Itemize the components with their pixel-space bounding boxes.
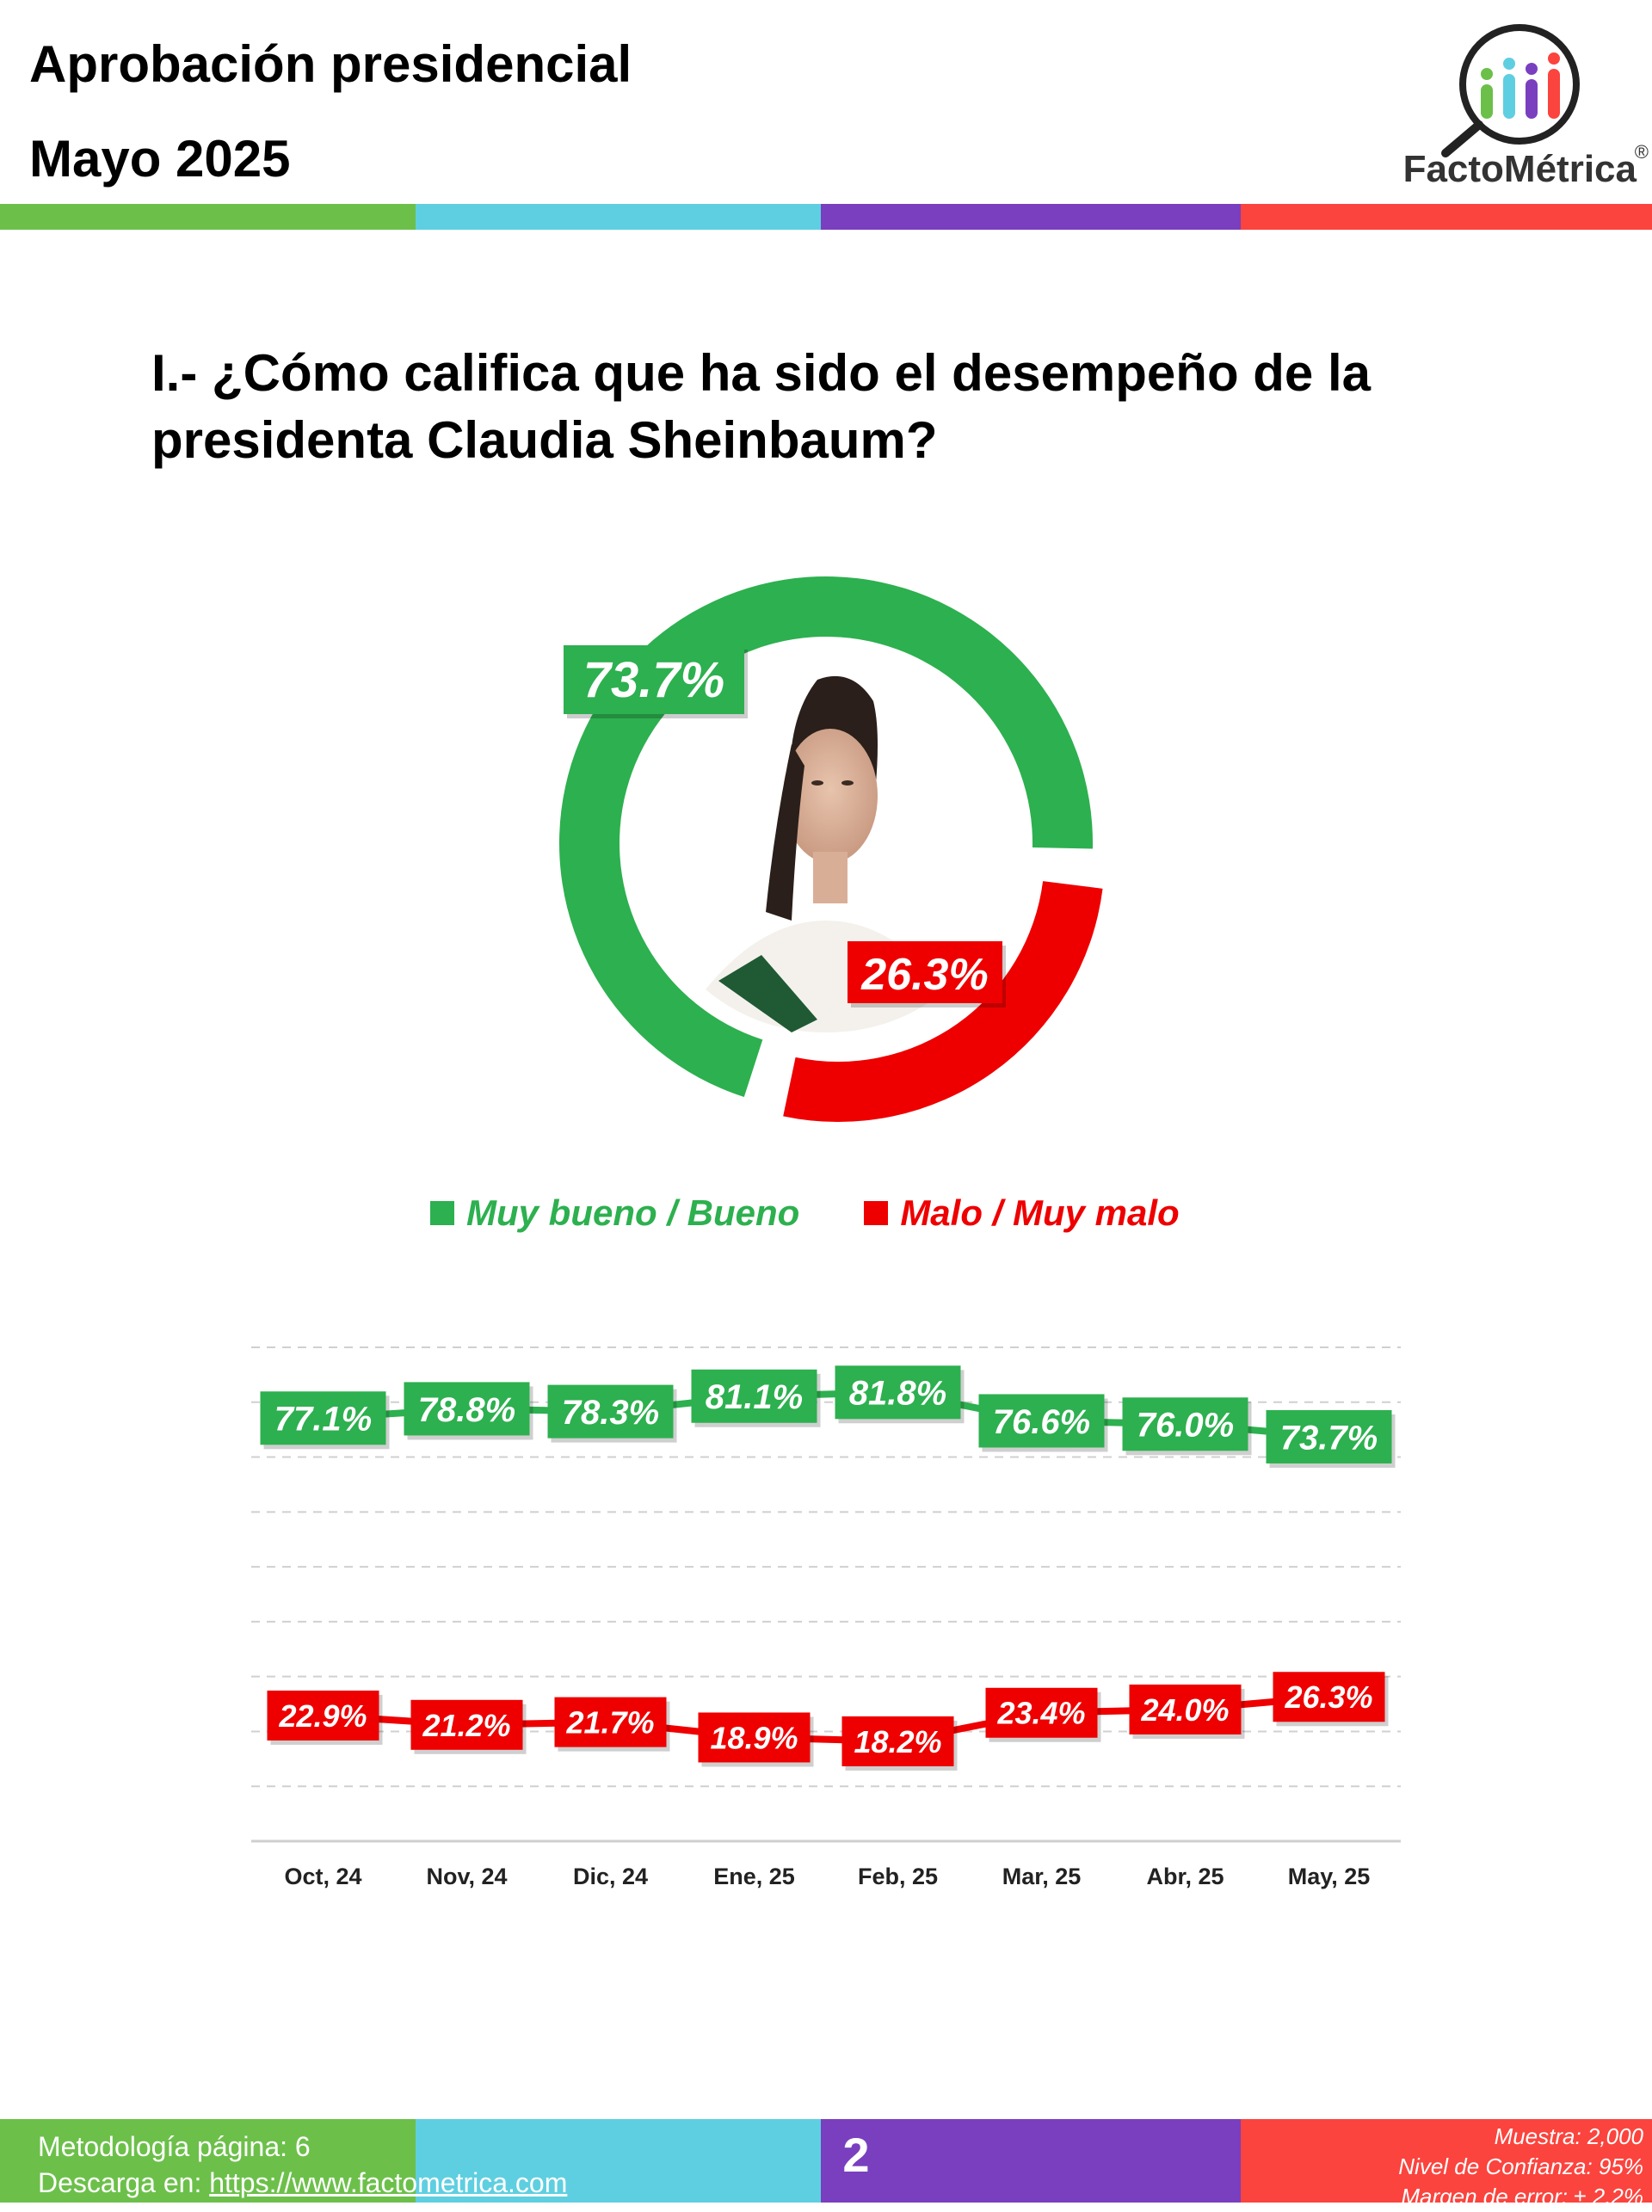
- svg-text:77.1%: 77.1%: [274, 1401, 372, 1439]
- svg-text:78.8%: 78.8%: [418, 1391, 515, 1429]
- svg-text:81.1%: 81.1%: [706, 1378, 803, 1416]
- data-point-positive: 81.1%: [691, 1369, 821, 1427]
- svg-text:76.6%: 76.6%: [993, 1403, 1090, 1441]
- svg-text:22.9%: 22.9%: [278, 1698, 367, 1734]
- svg-text:26.3%: 26.3%: [1284, 1679, 1372, 1715]
- svg-text:81.8%: 81.8%: [849, 1375, 946, 1413]
- svg-text:21.7%: 21.7%: [565, 1705, 654, 1741]
- brand-name: FactoMétrica: [1402, 148, 1637, 190]
- download-prefix: Descarga en:: [38, 2167, 210, 2198]
- x-tick-label: Dic, 24: [573, 1864, 648, 1889]
- data-point-negative: 21.7%: [554, 1697, 670, 1752]
- x-tick-label: Mar, 25: [1002, 1864, 1082, 1889]
- data-point-positive: 78.3%: [547, 1384, 677, 1443]
- website-link[interactable]: https://www.factometrica.com: [209, 2167, 568, 2198]
- data-point-positive: 73.7%: [1266, 1409, 1396, 1468]
- approval-trend-chart: Oct, 24 Nov, 24 Dic, 24 Ene, 25 Feb, 25 Mar, …: [251, 1346, 1401, 1889]
- data-point-negative: 24.0%: [1129, 1684, 1245, 1739]
- legend-label-negative: Malo / Muy malo: [900, 1192, 1180, 1233]
- svg-text:24.0%: 24.0%: [1140, 1692, 1229, 1728]
- x-tick-label: Ene, 25: [713, 1864, 795, 1889]
- data-point-positive: 81.8%: [835, 1365, 965, 1424]
- footer-methodology: Metodología página: 6 Descarga en: https…: [38, 2129, 567, 2201]
- registered-mark: ®: [1634, 141, 1649, 163]
- svg-text:21.2%: 21.2%: [422, 1708, 510, 1743]
- x-tick-label: May, 25: [1288, 1864, 1371, 1889]
- donut-label-negative: 26.3%: [848, 941, 1006, 1007]
- page-number: 2: [842, 2128, 870, 2182]
- data-point-negative: 26.3%: [1273, 1672, 1389, 1727]
- methodology-text: Metodología página: 6: [38, 2131, 311, 2162]
- error-margin: Margen de error: ± 2.2%: [1401, 2184, 1643, 2209]
- svg-text:73.7%: 73.7%: [1280, 1419, 1378, 1457]
- data-point-negative: 18.2%: [841, 1716, 958, 1771]
- data-point-negative: 23.4%: [985, 1687, 1101, 1742]
- sample-size: Muestra: 2,000: [1494, 2123, 1643, 2149]
- page-subtitle-date: Mayo 2025: [29, 130, 291, 188]
- color-stripe: [0, 204, 1652, 230]
- legend-label-positive: Muy bueno / Bueno: [466, 1192, 800, 1233]
- svg-text:78.3%: 78.3%: [562, 1394, 659, 1432]
- legend-item-negative: Malo / Muy malo: [864, 1192, 1180, 1234]
- data-point-positive: 76.0%: [1122, 1397, 1252, 1456]
- data-point-negative: 18.9%: [698, 1712, 814, 1767]
- magnifier-bars-icon: [1441, 24, 1580, 157]
- download-line: Descarga en: https://www.factometrica.co…: [38, 2165, 567, 2201]
- footer-bar: [0, 2119, 1652, 2203]
- svg-text:76.0%: 76.0%: [1137, 1407, 1234, 1445]
- page-title: Aprobación presidencial: [29, 35, 632, 93]
- svg-text:73.7%: 73.7%: [583, 652, 724, 708]
- survey-question: I.- ¿Cómo califica que ha sido el desemp…: [151, 344, 1372, 469]
- data-point-negative: 21.2%: [410, 1699, 527, 1754]
- data-point-negative: 22.9%: [267, 1690, 383, 1745]
- donut-label-positive: 73.7%: [564, 645, 748, 718]
- donut-slice-negative: [783, 881, 1103, 1122]
- chart-legend: Muy bueno / Bueno Malo / Muy malo: [430, 1183, 1256, 1243]
- data-point-positive: 77.1%: [260, 1391, 390, 1450]
- svg-text:18.2%: 18.2%: [854, 1724, 941, 1759]
- legend-swatch-red: [864, 1201, 889, 1225]
- svg-text:23.4%: 23.4%: [996, 1696, 1085, 1731]
- x-tick-label: Abr, 25: [1146, 1864, 1224, 1889]
- legend-item-positive: Muy bueno / Bueno: [430, 1192, 799, 1234]
- svg-text:26.3%: 26.3%: [860, 950, 988, 1000]
- svg-text:18.9%: 18.9%: [710, 1720, 798, 1755]
- footer-survey-info: Muestra: 2,000 Nivel de Confianza: 95% M…: [1398, 2122, 1643, 2212]
- legend-swatch-green: [430, 1201, 454, 1225]
- x-tick-label: Feb, 25: [858, 1864, 938, 1889]
- x-tick-label: Nov, 24: [426, 1864, 507, 1889]
- confidence-level: Nivel de Confianza: 95%: [1398, 2153, 1643, 2179]
- approval-donut-chart: 73.7% 26.3%: [558, 576, 1103, 1122]
- data-point-positive: 78.8%: [404, 1382, 533, 1440]
- x-tick-label: Oct, 24: [284, 1864, 361, 1889]
- data-point-positive: 76.6%: [978, 1394, 1108, 1452]
